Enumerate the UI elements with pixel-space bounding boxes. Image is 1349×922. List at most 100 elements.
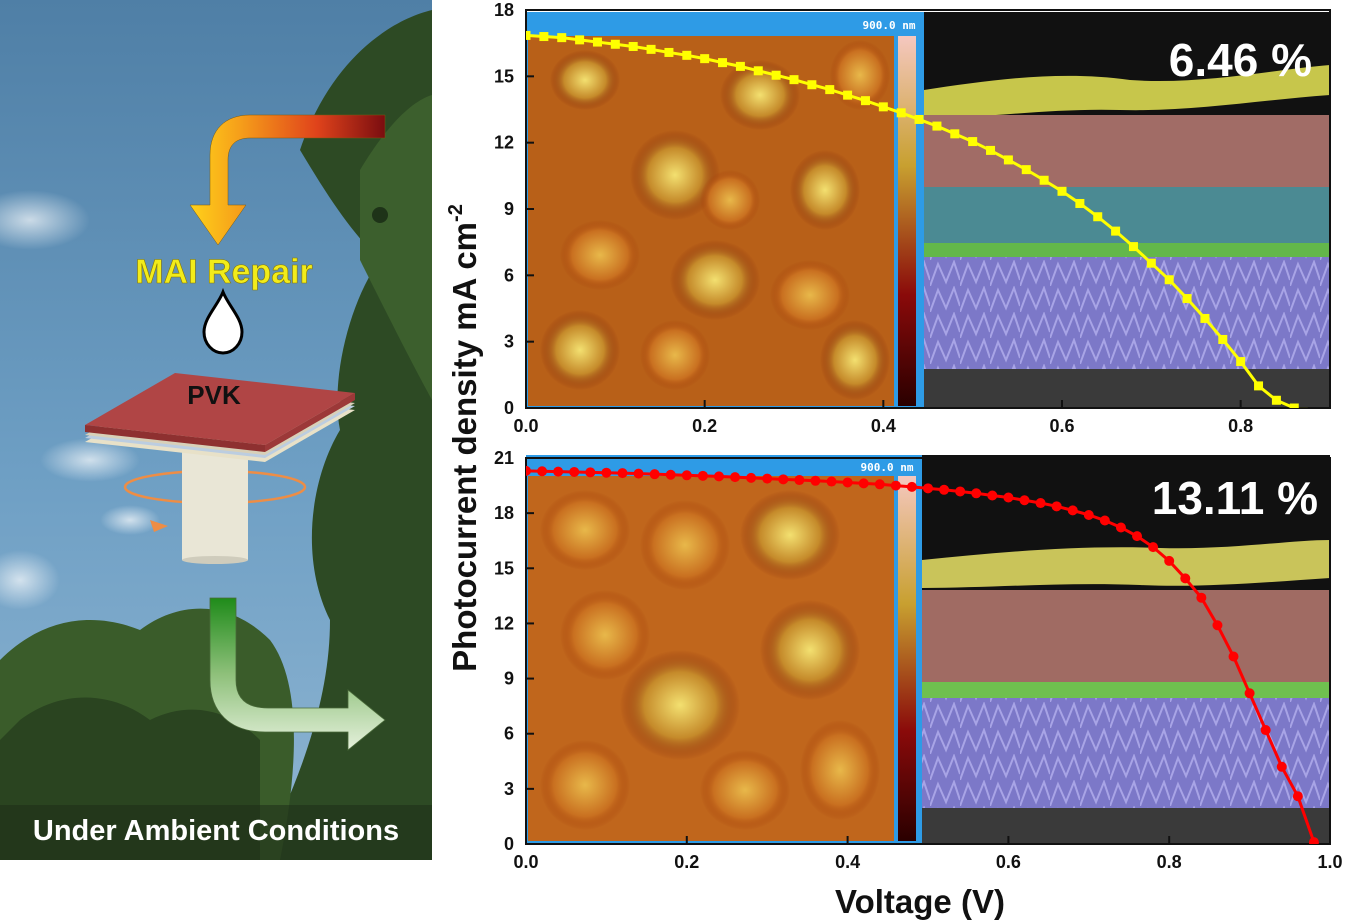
data-point: [1083, 509, 1094, 520]
data-point: [968, 137, 978, 147]
data-point: [557, 33, 567, 43]
data-point: [1075, 198, 1085, 208]
data-point: [1111, 226, 1121, 236]
data-point: [939, 484, 950, 495]
data-point: [1196, 592, 1207, 603]
x-tick-label: 0.6: [1049, 416, 1074, 436]
data-point: [1003, 492, 1014, 503]
conditions-label: Under Ambient Conditions: [33, 815, 399, 847]
x-tick-label: 0.8: [1228, 416, 1253, 436]
data-point: [1308, 837, 1319, 844]
data-point: [986, 145, 996, 155]
data-point: [1254, 381, 1264, 391]
afm-image-top: 900.0 nm: [526, 12, 924, 408]
data-point: [1099, 515, 1110, 526]
data-point: [617, 468, 628, 479]
data-point: [807, 80, 817, 90]
y-tick-label: 18: [494, 503, 514, 523]
data-point: [1244, 688, 1255, 699]
data-point: [987, 490, 998, 501]
data-point: [1128, 242, 1138, 252]
axes-top: 0 3 6 9 12 15 18 0.0 0.2 0.4 0.6 0.8: [494, 0, 1331, 436]
y-tick-label: 12: [494, 613, 514, 633]
data-point: [1212, 620, 1223, 631]
data-point: [826, 476, 837, 487]
data-point: [1271, 395, 1281, 405]
data-point: [665, 469, 676, 480]
data-point: [1182, 294, 1192, 304]
data-point: [569, 466, 580, 477]
data-point: [753, 66, 763, 76]
data-point: [906, 481, 917, 492]
data-point: [526, 465, 531, 476]
x-tick-label: 0.0: [513, 852, 538, 872]
efficiency-label-bottom: 13.11 %: [1152, 472, 1318, 524]
data-point: [646, 44, 656, 54]
data-point: [890, 480, 901, 491]
y-tick-label: 21: [494, 448, 514, 468]
data-point: [1164, 275, 1174, 285]
y-tick-label: 9: [504, 669, 514, 689]
y-tick-label: 18: [494, 0, 514, 20]
data-point: [843, 90, 853, 100]
data-point: [575, 35, 585, 45]
data-point: [1200, 313, 1210, 323]
data-point: [585, 467, 596, 478]
data-point: [664, 47, 674, 57]
x-axis-label: Voltage (V): [835, 883, 1005, 920]
data-point: [1035, 498, 1046, 509]
x-tick-label: 0.8: [1157, 852, 1182, 872]
left-illustration: MAI Repair PVK Under Ambient Conditions: [0, 0, 432, 860]
data-point: [601, 467, 612, 478]
y-tick-label: 12: [494, 133, 514, 153]
axes-bottom: 0 3 6 9 12 15 18 21 0.0 0.2 0.4 0.6 0.8 1.0: [494, 448, 1343, 872]
data-point: [735, 61, 745, 71]
droplet-icon: [202, 287, 244, 355]
data-point: [628, 41, 638, 51]
data-point: [697, 470, 708, 481]
data-point: [950, 129, 960, 139]
data-point: [1228, 651, 1239, 662]
y-tick-label: 3: [504, 779, 514, 799]
data-point: [778, 474, 789, 485]
data-point: [553, 466, 564, 477]
data-point: [1148, 542, 1159, 553]
afm-grains-top: [540, 40, 890, 400]
jv-curve-top: [526, 30, 1308, 408]
data-point: [1067, 505, 1078, 516]
data-point: [592, 37, 602, 47]
y-tick-label: 6: [504, 724, 514, 744]
data-point: [1093, 212, 1103, 222]
x-tick-label: 1.0: [1317, 852, 1342, 872]
data-point: [858, 478, 869, 489]
x-tick-label: 0.4: [871, 416, 896, 436]
data-point: [878, 102, 888, 112]
afm-scale-label-bottom: 900.0 nm: [861, 461, 914, 474]
data-point: [1051, 501, 1062, 512]
x-tick-label: 0.0: [513, 416, 538, 436]
sem-image-bottom: [922, 455, 1330, 843]
afm-scale-label-top: 900.0 nm: [863, 19, 916, 32]
data-point: [923, 483, 933, 494]
data-point: [874, 479, 885, 490]
data-point: [771, 70, 781, 80]
data-point: [860, 96, 870, 106]
y-tick-label: 15: [494, 558, 514, 578]
data-point: [682, 50, 692, 60]
x-tick-label: 0.2: [692, 416, 717, 436]
data-point: [1021, 165, 1031, 175]
data-point: [1289, 403, 1299, 408]
y-tick-label: 3: [504, 332, 514, 352]
data-point: [610, 39, 620, 49]
spin-coater-icon: [85, 373, 355, 564]
data-point: [1115, 522, 1126, 533]
jv-curve-bottom: [526, 465, 1319, 844]
data-point: [1236, 357, 1246, 367]
data-point: [810, 475, 821, 486]
data-point: [1164, 555, 1175, 566]
y-tick-label: 9: [504, 199, 514, 219]
data-point: [789, 75, 799, 85]
data-point: [649, 469, 660, 480]
data-point: [955, 486, 966, 497]
